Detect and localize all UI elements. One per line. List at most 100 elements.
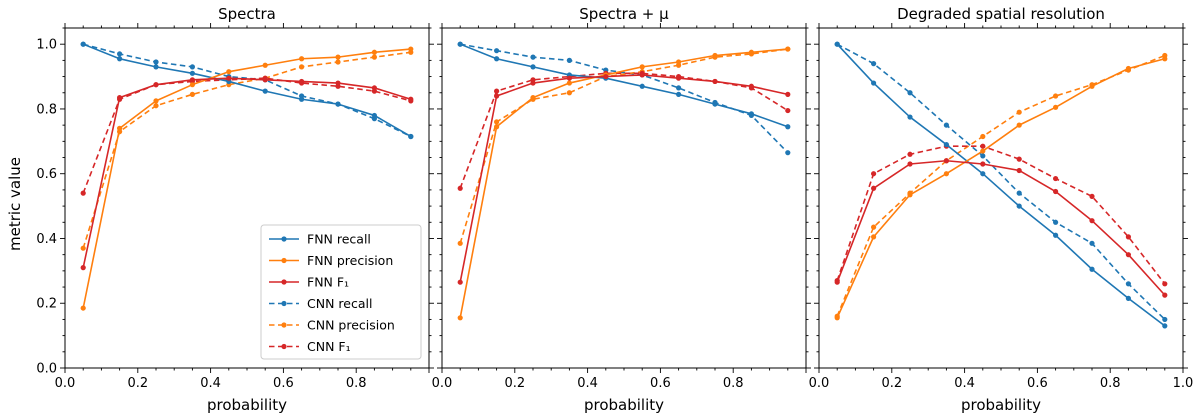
data-point bbox=[1089, 218, 1095, 224]
data-point bbox=[1053, 219, 1059, 225]
data-point bbox=[907, 151, 913, 157]
data-point bbox=[226, 69, 232, 75]
data-point bbox=[566, 57, 573, 63]
data-point bbox=[457, 315, 463, 321]
data-point bbox=[943, 141, 950, 148]
data-point bbox=[1053, 104, 1059, 110]
data-point bbox=[371, 112, 377, 119]
legend-box bbox=[260, 224, 422, 360]
y-axis-label: metric value bbox=[6, 157, 24, 251]
series-line bbox=[459, 74, 788, 283]
data-point bbox=[566, 75, 573, 81]
data-point bbox=[712, 101, 718, 107]
x-tick-label: 0.6 bbox=[273, 376, 294, 391]
data-point bbox=[530, 64, 536, 70]
data-point bbox=[335, 54, 341, 60]
y-tick-label: 0.0 bbox=[36, 362, 57, 377]
data-point bbox=[907, 90, 913, 96]
series-line bbox=[836, 43, 1166, 327]
data-point bbox=[1125, 252, 1131, 258]
data-point bbox=[117, 51, 123, 57]
data-point bbox=[80, 305, 86, 311]
data-point bbox=[1016, 122, 1022, 128]
data-point bbox=[189, 82, 195, 88]
panel-3: Degraded spatial resolution 0.0 0.2 0.4 0.6 0… bbox=[809, 5, 1194, 414]
data-point bbox=[117, 125, 123, 131]
data-point bbox=[530, 80, 536, 86]
data-point bbox=[871, 80, 877, 86]
data-point bbox=[153, 59, 159, 65]
legend-marker bbox=[281, 343, 287, 350]
legend-label: FNN recall bbox=[307, 232, 371, 247]
series-line bbox=[82, 43, 412, 138]
data-point bbox=[457, 185, 463, 191]
data-point bbox=[639, 64, 645, 70]
data-point bbox=[603, 73, 609, 80]
data-point bbox=[1053, 188, 1059, 195]
data-point bbox=[1016, 203, 1022, 209]
data-point bbox=[1089, 83, 1095, 89]
data-point bbox=[153, 82, 159, 88]
data-point bbox=[785, 124, 791, 130]
data-point bbox=[748, 111, 755, 117]
y-tick-label: 0.2 bbox=[36, 297, 57, 312]
legend-label: CNN F₁ bbox=[307, 339, 351, 354]
series-line bbox=[836, 43, 1166, 321]
data-point bbox=[117, 56, 123, 62]
x-tick-label: 0.2 bbox=[881, 376, 902, 391]
x-axis-label: probability bbox=[207, 396, 287, 414]
data-point bbox=[408, 133, 414, 140]
data-point bbox=[335, 80, 341, 86]
data-point bbox=[834, 315, 840, 321]
data-point bbox=[530, 95, 536, 101]
data-point bbox=[494, 56, 500, 62]
series-line bbox=[836, 159, 1166, 296]
data-point bbox=[262, 62, 268, 68]
data-point bbox=[712, 52, 718, 59]
data-point bbox=[1162, 316, 1168, 323]
x-tick-label: 0.8 bbox=[1100, 376, 1121, 391]
panel-1: Spectra 0.0 0.2 0.4 0.6 0.8 0.0 0.2 0.4 0.6 0.8 1.0… bbox=[36, 5, 434, 414]
data-point bbox=[153, 103, 159, 109]
data-point bbox=[262, 88, 268, 94]
data-point bbox=[371, 49, 377, 55]
x-tick-label: 0.8 bbox=[723, 376, 744, 391]
data-point bbox=[80, 41, 86, 47]
data-point bbox=[785, 107, 791, 114]
series-line bbox=[459, 43, 789, 128]
data-point bbox=[335, 59, 341, 65]
data-point bbox=[1125, 281, 1131, 287]
data-point bbox=[1089, 240, 1095, 246]
data-point bbox=[676, 85, 682, 91]
data-point bbox=[371, 85, 377, 91]
data-point bbox=[566, 90, 573, 96]
legend-label: FNN precision bbox=[307, 253, 393, 268]
x-tick-label: 0.6 bbox=[1027, 376, 1048, 391]
data-point bbox=[639, 83, 645, 89]
data-point bbox=[676, 75, 682, 81]
data-point bbox=[943, 171, 950, 177]
legend-marker bbox=[281, 236, 287, 242]
legend-marker bbox=[281, 257, 287, 264]
data-point bbox=[117, 95, 123, 101]
data-point bbox=[1162, 323, 1168, 329]
series-line bbox=[82, 51, 411, 249]
data-point bbox=[748, 83, 755, 89]
data-point bbox=[871, 185, 877, 191]
data-point bbox=[1016, 167, 1022, 174]
series-line bbox=[82, 77, 412, 194]
data-point bbox=[1125, 65, 1131, 72]
data-point bbox=[371, 54, 377, 60]
data-point bbox=[1053, 93, 1059, 99]
data-point bbox=[494, 88, 500, 94]
data-point bbox=[834, 279, 840, 285]
x-tick-label: 0.4 bbox=[200, 376, 221, 391]
x-tick-label: 0.2 bbox=[504, 376, 525, 391]
data-point bbox=[1016, 190, 1022, 196]
series-line bbox=[82, 43, 412, 138]
data-point bbox=[1016, 156, 1022, 162]
data-point bbox=[907, 192, 913, 198]
data-point bbox=[494, 124, 500, 130]
data-point bbox=[943, 158, 950, 164]
